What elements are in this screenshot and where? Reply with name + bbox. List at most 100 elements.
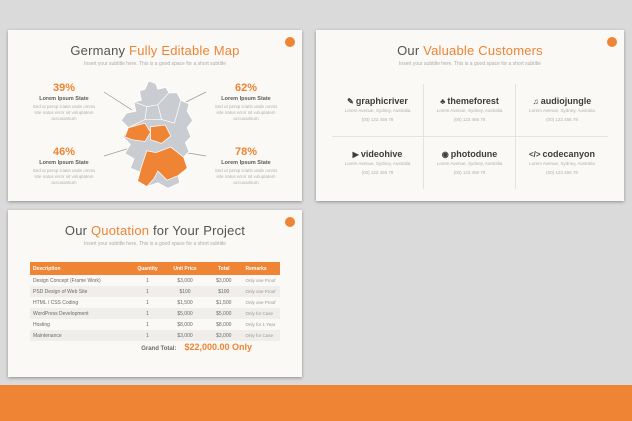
cell-quantity: 1 (130, 286, 165, 297)
customer-codecanyon: </> codecanyon Lorem Avenue, Sydney, Aust… (516, 137, 608, 190)
cell-unit-price: $1,500 (177, 299, 193, 306)
cell-total: $5,000 (205, 308, 243, 319)
customer-address: Lorem Avenue, Sydney, Australia (529, 108, 595, 114)
stat-bottom-right: 78% Lorem Ipsum State Sed ut persp iciat… (204, 146, 288, 186)
slide-title: Germany Fully Editable Map (8, 43, 302, 58)
slide-subtitle: Insert your subtitle here. This is a goo… (399, 61, 541, 67)
stat-value: 46% (52, 146, 76, 158)
table-row: Maintenance 1 $3,000 $3,000 Only for Cas… (30, 330, 280, 341)
stat-label: Lorem Ipsum State (221, 160, 271, 166)
col-quantity: Quantity (130, 262, 165, 275)
slide-quotation[interactable]: Our Quotation for Your Project Insert yo… (8, 210, 302, 377)
graphicriver-icon: ✎ (347, 96, 354, 106)
cell-total: $100 (205, 286, 243, 297)
slide-valuable-customers[interactable]: Our Valuable Customers Insert your subti… (316, 30, 624, 201)
slide-brand-icon (285, 217, 295, 227)
table-row: PSD Design of Web Site 1 $100 $100 Only … (30, 286, 280, 297)
stat-desc: Sed ut persp iciatis unde omnis iste nat… (214, 168, 278, 186)
map-region-central (150, 124, 172, 144)
col-unit-price: Unit Price (165, 262, 205, 275)
customer-photodune: ◉ photodune Lorem Avenue, Sydney, Austral… (424, 136, 516, 189)
customer-address: Lorem Avenue, Sydney, Australia (529, 161, 595, 167)
cell-remarks: Only for 1 Year (245, 322, 276, 327)
cell-total: $3,000 (205, 330, 243, 341)
title-dark: Germany (70, 43, 126, 58)
customer-phone: (00) 123 456 78 (361, 169, 394, 175)
title-dark: Our (64, 223, 88, 238)
stat-label: Lorem Ipsum State (221, 96, 271, 102)
stat-bottom-left: 46% Lorem Ipsum State Sed ut persp iciat… (22, 146, 106, 186)
customer-address: Lorem Avenue, Sydney, Australia (344, 161, 411, 167)
slide-title: Our Quotation for Your Project (8, 223, 302, 238)
cell-unit-price: $8,000 (177, 321, 193, 328)
cell-description: Hosting (33, 321, 50, 328)
slide-title: Our Valuable Customers (316, 43, 624, 58)
photodune-icon: ◉ (441, 149, 449, 159)
customer-audiojungle: ♫ audiojungle Lorem Avenue, Sydney, Austr… (516, 84, 608, 137)
audiojungle-icon: ♫ (532, 96, 539, 106)
customer-name: audiojungle (540, 96, 592, 107)
stat-label: Lorem Ipsum State (39, 96, 89, 102)
stat-label: Lorem Ipsum State (39, 160, 89, 166)
customer-name: videohive (360, 149, 403, 160)
title-accent: Valuable Customers (419, 43, 543, 58)
stat-value: 39% (52, 82, 76, 94)
stat-top-right: 62% Lorem Ipsum State Sed ut persp iciat… (204, 82, 288, 122)
cell-description: Design Concept (Frame Work) (33, 277, 101, 284)
customer-themeforest: ♣ themeforest Lorem Avenue, Sydney, Austr… (424, 84, 516, 137)
quotation-table: Description Quantity Unit Price Total Re… (30, 262, 280, 341)
stat-value: 62% (234, 82, 258, 94)
title-dark-2: for Your Project (149, 223, 246, 238)
germany-map (120, 80, 194, 189)
grand-total-row: Grand Total: $22,000.00 Only (30, 342, 280, 352)
table-header-row: Description Quantity Unit Price Total Re… (30, 262, 280, 275)
customer-phone: (00) 123 456 78 (361, 116, 394, 122)
customer-address: Lorem Avenue, Sydney, Australia (436, 161, 503, 167)
themeforest-icon: ♣ (440, 96, 446, 106)
cell-quantity: 1 (130, 330, 165, 341)
cell-quantity: 1 (146, 299, 149, 306)
stat-desc: Sed ut persp iciatis unde omnis iste nat… (214, 104, 278, 122)
customer-name: photodune (450, 149, 498, 160)
cell-remarks: Only one Proof (242, 286, 280, 297)
title-accent: Quotation (87, 223, 150, 238)
map-region-south (137, 146, 188, 188)
cell-total: $3,000 (216, 277, 232, 284)
stat-desc: Sed ut persp iciatis unde omnis iste nat… (32, 104, 96, 122)
customer-name: graphicriver (355, 96, 408, 107)
table-row: Design Concept (Frame Work) 1 $3,000 $3,… (30, 275, 280, 286)
stat-desc: Sed ut persp iciatis unde omnis iste nat… (32, 168, 96, 186)
cell-description: HTML / CSS Coding (33, 299, 79, 306)
slide-germany-map[interactable]: Germany Fully Editable Map Insert your s… (8, 30, 302, 201)
cell-description: Maintenance (30, 330, 130, 341)
customer-videohive: ▶ videohive Lorem Avenue, Sydney, Austral… (332, 136, 424, 189)
map-region-west (124, 122, 151, 142)
cell-remarks: Only for Case (242, 308, 280, 319)
cell-unit-price: $3,000 (177, 277, 193, 284)
cell-quantity: 1 (130, 308, 165, 319)
cell-unit-price: $5,000 (165, 308, 205, 319)
customer-name: codecanyon (542, 149, 596, 160)
cell-quantity: 1 (146, 277, 149, 284)
col-remarks: Remarks (242, 262, 280, 275)
slide-brand-icon (285, 37, 295, 47)
cell-unit-price: $3,000 (165, 330, 205, 341)
cell-quantity: 1 (146, 321, 149, 328)
cell-total: $1,500 (216, 299, 232, 306)
cell-unit-price: $100 (165, 286, 205, 297)
table-row: HTML / CSS Coding 1 $1,500 $1,500 Only o… (30, 297, 280, 308)
cell-description: WordPress Development (30, 308, 130, 319)
cell-remarks: Only one Proof (245, 278, 276, 283)
customer-address: Lorem Avenue, Sydney, Australia (436, 108, 503, 114)
title-accent: Fully Editable Map (125, 43, 240, 58)
title-dark: Our (397, 43, 420, 58)
customer-grid: ✎ graphicriver Lorem Avenue, Sydney, Aust… (332, 84, 608, 189)
grand-total-label: Grand Total: (141, 346, 177, 352)
stat-top-left: 39% Lorem Ipsum State Sed ut persp iciat… (22, 82, 106, 122)
cell-total: $8,000 (216, 321, 232, 328)
customer-phone: (00) 123 456 78 (546, 169, 578, 175)
col-total: Total (205, 262, 243, 275)
cell-description: PSD Design of Web Site (30, 286, 130, 297)
customer-phone: (00) 123 456 78 (453, 169, 486, 175)
stat-value: 78% (234, 146, 258, 158)
